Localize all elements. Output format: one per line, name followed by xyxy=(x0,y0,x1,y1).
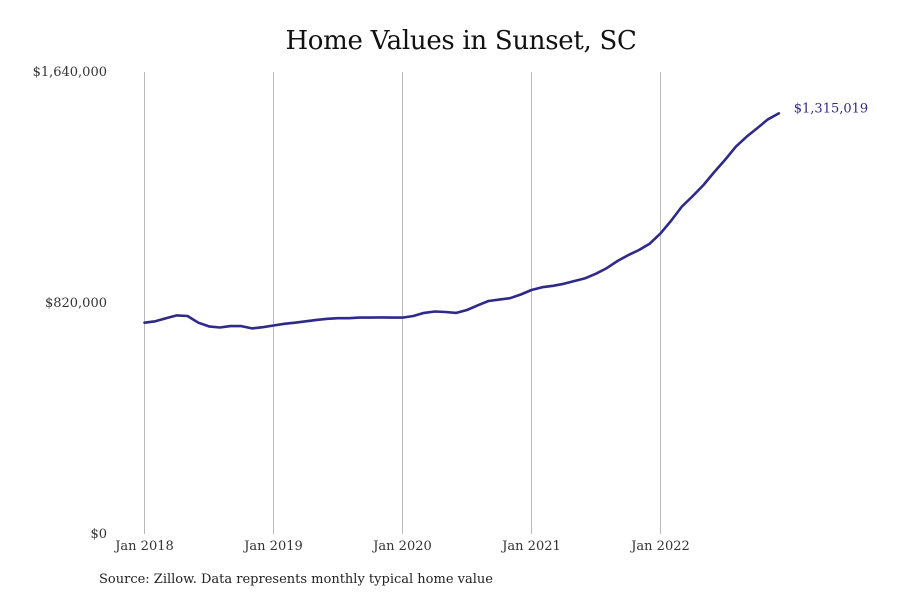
x-axis-ticks: Jan 2018 Jan 2019 Jan 2020 Jan 2021 Jan 2022 xyxy=(113,539,690,554)
y-tick-label: $1,640,000 xyxy=(33,65,107,80)
x-tick-label: Jan 2021 xyxy=(500,539,561,554)
source-note: Source: Zillow. Data represents monthly … xyxy=(99,572,493,587)
series-layer: $1,315,019 xyxy=(143,101,868,330)
x-tick-label: Jan 2022 xyxy=(629,539,690,554)
gridlines xyxy=(144,72,661,534)
x-tick-label: Jan 2019 xyxy=(242,539,303,554)
end-value-label: $1,315,019 xyxy=(794,101,868,116)
x-tick-label: Jan 2018 xyxy=(113,539,174,554)
y-tick-label: $0 xyxy=(90,527,107,542)
chart-title: Home Values in Sunset, SC xyxy=(285,26,637,56)
x-tick-label: Jan 2020 xyxy=(371,539,432,554)
series-line xyxy=(143,112,781,330)
y-tick-label: $820,000 xyxy=(45,296,107,311)
y-axis-ticks: $0 $820,000 $1,640,000 xyxy=(33,65,107,542)
